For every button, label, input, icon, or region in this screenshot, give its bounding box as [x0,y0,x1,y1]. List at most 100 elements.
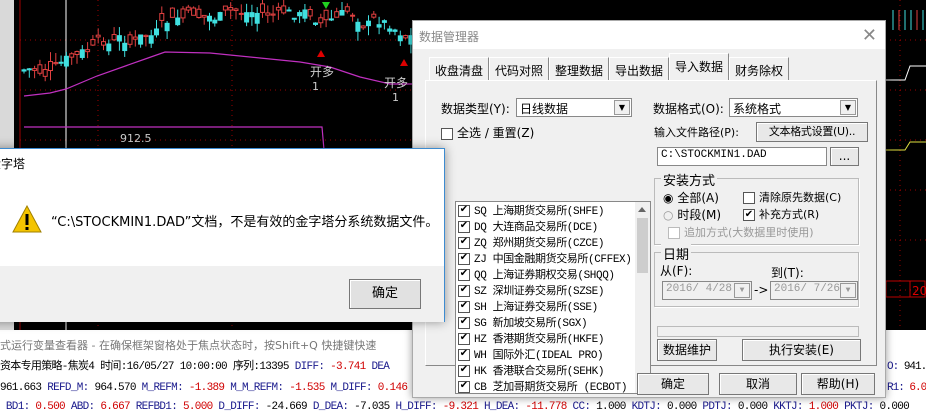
input-path-field[interactable]: C:\STOCKMIN1.DAD [657,147,827,166]
exchange-list-item[interactable]: ✔ SG 新加坡交易所(SGX) [456,314,636,330]
candle-body [95,34,101,38]
tab-organize-data[interactable]: 整理数据 [549,57,610,81]
candle-body [32,68,38,71]
candle-body [37,64,43,74]
exchange-name: 深圳证券交易所(SZSE) [492,286,605,298]
exchange-list-item[interactable]: ✔ SH 上海证券交易所(SSE) [456,298,636,314]
exchange-list-item[interactable]: ✔ SZ 深圳证券交易所(SZSE) [456,282,636,298]
candle-body [281,5,287,14]
indicator-segment: ABD: [70,401,101,413]
candle-body [291,17,297,20]
indicator-segment: 0.000 [737,401,774,413]
candle-body [207,15,212,22]
indicator-segment: 5.000 [183,401,219,413]
exchange-list[interactable]: ✔ SQ 上海期货交易所(SHFE) ✔ DQ 大连商品交易所(DCE) ✔ ZQ 郑州期… [455,201,651,394]
candle-body [244,12,250,23]
indicator-segment: 1.000 [596,401,632,413]
tab-close-clear[interactable]: 收盘清盘 [429,57,490,81]
scroll-up-icon[interactable] [638,207,646,212]
indicator-segment: M_M_REFM: [230,382,290,394]
close-icon[interactable]: ✕ [861,25,877,46]
list-scrollbar[interactable] [635,202,650,393]
to-date-picker: 2016/ 7/26 ▼ [770,281,858,300]
from-label: 从(F): [660,264,693,278]
indicator-segment: DIFF: [294,361,331,373]
ok-button[interactable]: 确定 [349,279,421,309]
candle-body [403,35,409,39]
indicator-segment: M_DIFF: [330,382,378,394]
exchange-code: HK [474,366,487,378]
candle-body [392,29,398,32]
clear-data-checkbox[interactable]: 清除原先数据(C) [743,189,841,205]
exchange-list-item[interactable]: ✔ CB 芝加哥期货交易所 (ECBOT) [456,378,636,394]
cancel-button[interactable]: 取消 [719,373,797,395]
data-type-select[interactable]: 日线数据 ▼ [516,98,632,117]
radio-checked-icon: ◉ [663,191,674,205]
candle-body [148,35,154,44]
radio-all[interactable]: ◉ 全部(A) [663,189,719,206]
indicator-segment: 0.000 [879,401,910,413]
from-date-value: 2016/ 4/28 [666,283,733,295]
checkmark-icon: ✔ [743,209,755,221]
candle-body [376,24,382,28]
indicator-row: 资本专用策略-焦炭4 时间:16/05/27 10:00:00 序列:13395… [0,360,410,375]
exchange-list-item[interactable]: ✔ ZJ 中国金融期货交易所(CFFEX) [456,250,636,266]
candle-body [138,34,144,45]
range-arrow: -> [754,283,769,297]
indicator-segment: PDTJ: [702,401,738,413]
exchange-list-item[interactable]: ✔ QQ 上海证券期权交易(SHQQ) [456,266,636,282]
exchange-code: HZ [474,334,487,346]
select-all-checkbox[interactable]: 全选 / 重置(Z) [441,124,534,141]
candle-body [297,12,303,17]
indicator-segment: 资本专用策略-焦炭4 时间:16/05/27 10:00:00 序列:13395 [0,361,295,373]
data-maintenance-button[interactable]: 数据维护 [657,339,717,361]
tab-export-data[interactable]: 导出数据 [609,57,670,81]
tab-import-data[interactable]: 导入数据 [669,53,730,81]
signal-open-long-label: 开多 [310,65,335,79]
exchange-list-item[interactable]: ✔ WH 国际外汇(IDEAL PRO) [456,346,636,362]
indicator-segment: KKTJ: [773,401,809,413]
exchange-list-item[interactable]: ✔ DQ 大连商品交易所(DCE) [456,218,636,234]
candle-body [53,62,59,65]
browse-button[interactable]: ... [830,147,859,166]
indicator-segment: -24.669 [265,401,313,413]
supplement-checkbox[interactable]: ✔ 补充方式(R) [743,206,819,222]
exchange-code: DQ [474,222,487,234]
candle-body [339,10,345,16]
scroll-thumb[interactable] [637,218,648,273]
candle-body [360,25,366,29]
checkbox-icon [441,127,453,140]
radio-period[interactable]: ○ 时段(M) [663,206,721,223]
candle-body [164,22,170,32]
checkbox-label: 清除原先数据(C) [759,191,842,204]
exchange-list-item[interactable]: ✔ HZ 香港期货交易所(HKFE) [456,330,636,346]
candle-body [169,7,175,18]
exchange-name: 上海证券期权交易(SHQQ) [492,270,615,282]
candle-body [63,55,69,67]
exchange-name: 芝加哥期货交易所 (ECBOT) [492,382,628,394]
candle-body [48,61,53,72]
exchange-list-item[interactable]: ✔ ZQ 郑州期货交易所(CZCE) [456,234,636,250]
group-title: 日期 [661,244,692,263]
candle-body [69,53,75,58]
select-all-label: 全选 / 重置(Z) [457,126,535,140]
indicator-segment: PKTJ: [844,401,880,413]
exchange-code: SH [474,302,487,314]
exchange-name: 上海证券交易所(SSE) [492,302,599,314]
indicator-segment: DEA [371,361,390,373]
execute-install-button[interactable]: 执行安装(E) [742,339,861,361]
ok-button[interactable]: 确定 [637,373,709,395]
text-format-settings-button[interactable]: 文本格式设置(U).. [756,122,868,142]
group-title: 安装方式 [661,170,718,189]
tab-code-mapping[interactable]: 代码对照 [489,57,550,81]
exchange-list-item[interactable]: ✔ SQ 上海期货交易所(SHFE) [456,202,636,218]
indicator-segment: 964.570 [94,382,142,394]
exchange-list-item[interactable]: ✔ HK 香港联合交易所(SEHK) [456,362,636,378]
candle-body [212,19,218,24]
data-format-select[interactable]: 系统格式 ▼ [729,98,858,117]
exchange-code: CB [474,382,487,394]
help-button[interactable]: 帮助(H) [801,373,875,395]
tab-financial-exright[interactable]: 财务除权 [729,57,790,81]
candle-body [355,21,361,32]
append-checkbox: 追加方式(大数据里时使用) [668,224,814,240]
